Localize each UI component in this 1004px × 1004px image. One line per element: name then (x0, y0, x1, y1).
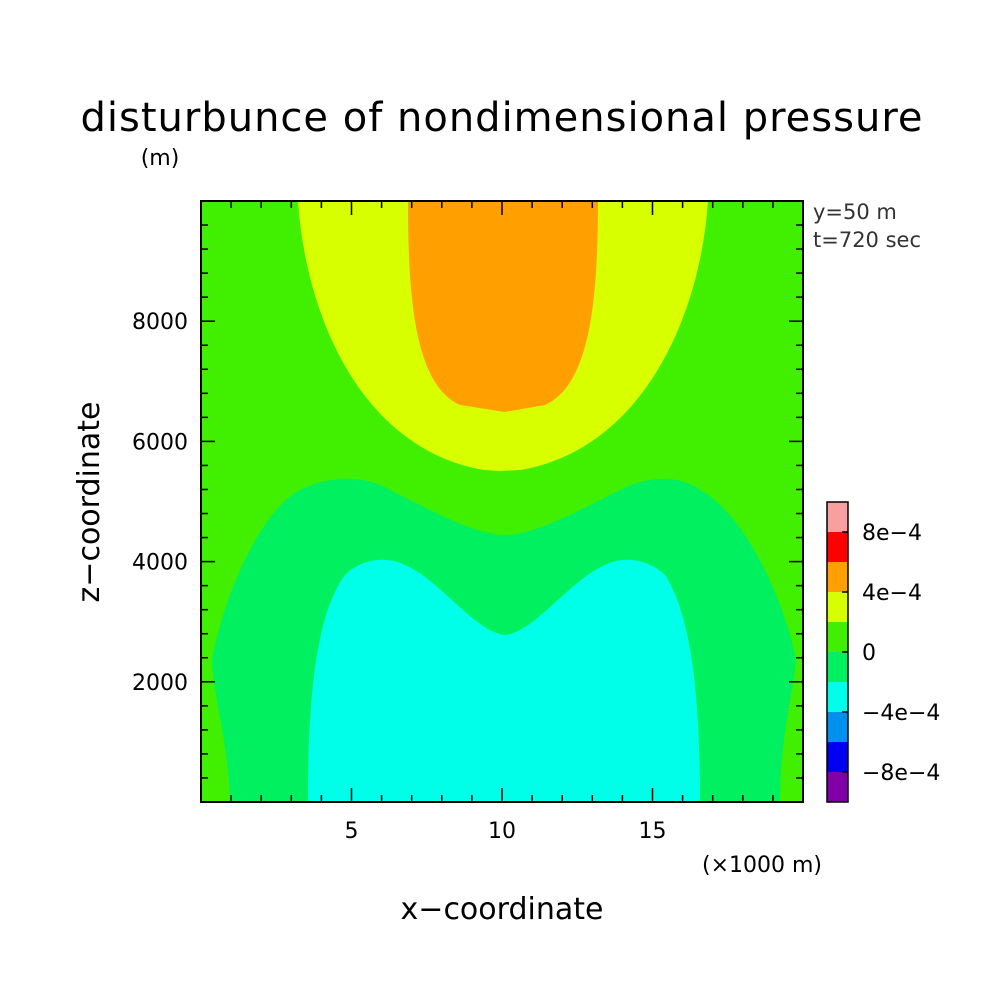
x-unit-label: (×1000 m) (702, 853, 822, 878)
annotation-y-position: y=50 m (813, 200, 897, 224)
colorbar-swatch (827, 712, 848, 742)
x-axis-label: x−coordinate (401, 892, 604, 927)
y-tick-label: 8000 (132, 310, 188, 335)
colorbar-tick-label: 4e−4 (862, 581, 922, 606)
plot-area (200, 200, 804, 803)
x-tick-label: 15 (639, 819, 667, 844)
colorbar-swatch (827, 682, 848, 712)
colorbar-swatch (827, 532, 848, 562)
x-tick-label: 10 (488, 819, 516, 844)
axis-ticks: 5 10 15 2000 4000 6000 8000 (132, 201, 803, 844)
annotation-time: t=720 sec (813, 228, 921, 252)
colorbar-swatch (827, 592, 848, 622)
y-unit-label: (m) (141, 146, 180, 171)
colorbar-tick-label: −8e−4 (862, 761, 940, 786)
colorbar-swatch (827, 742, 848, 772)
colorbar-swatch (827, 562, 848, 592)
colorbar-swatch (827, 502, 848, 532)
contour-region-positive-4e-4 (408, 201, 598, 412)
colorbar: −8e−4 −4e−4 0 4e−4 8e−4 (826, 501, 940, 803)
y-tick-label: 2000 (132, 671, 188, 696)
colorbar-tick-label: 0 (862, 641, 876, 666)
y-tick-label: 4000 (132, 551, 188, 576)
contour-region-negative-2e-4 (308, 559, 700, 802)
chart-title: disturbunce of nondimensional pressure (81, 95, 924, 141)
y-tick-label: 6000 (132, 430, 188, 455)
colorbar-tick-label: −4e−4 (862, 701, 940, 726)
colorbar-swatch (827, 772, 848, 802)
colorbar-tick-label: 8e−4 (862, 521, 922, 546)
colorbar-swatch (827, 652, 848, 682)
colorbar-swatch (827, 622, 848, 652)
x-tick-label: 5 (345, 819, 359, 844)
y-axis-label: z−coordinate (72, 402, 107, 603)
